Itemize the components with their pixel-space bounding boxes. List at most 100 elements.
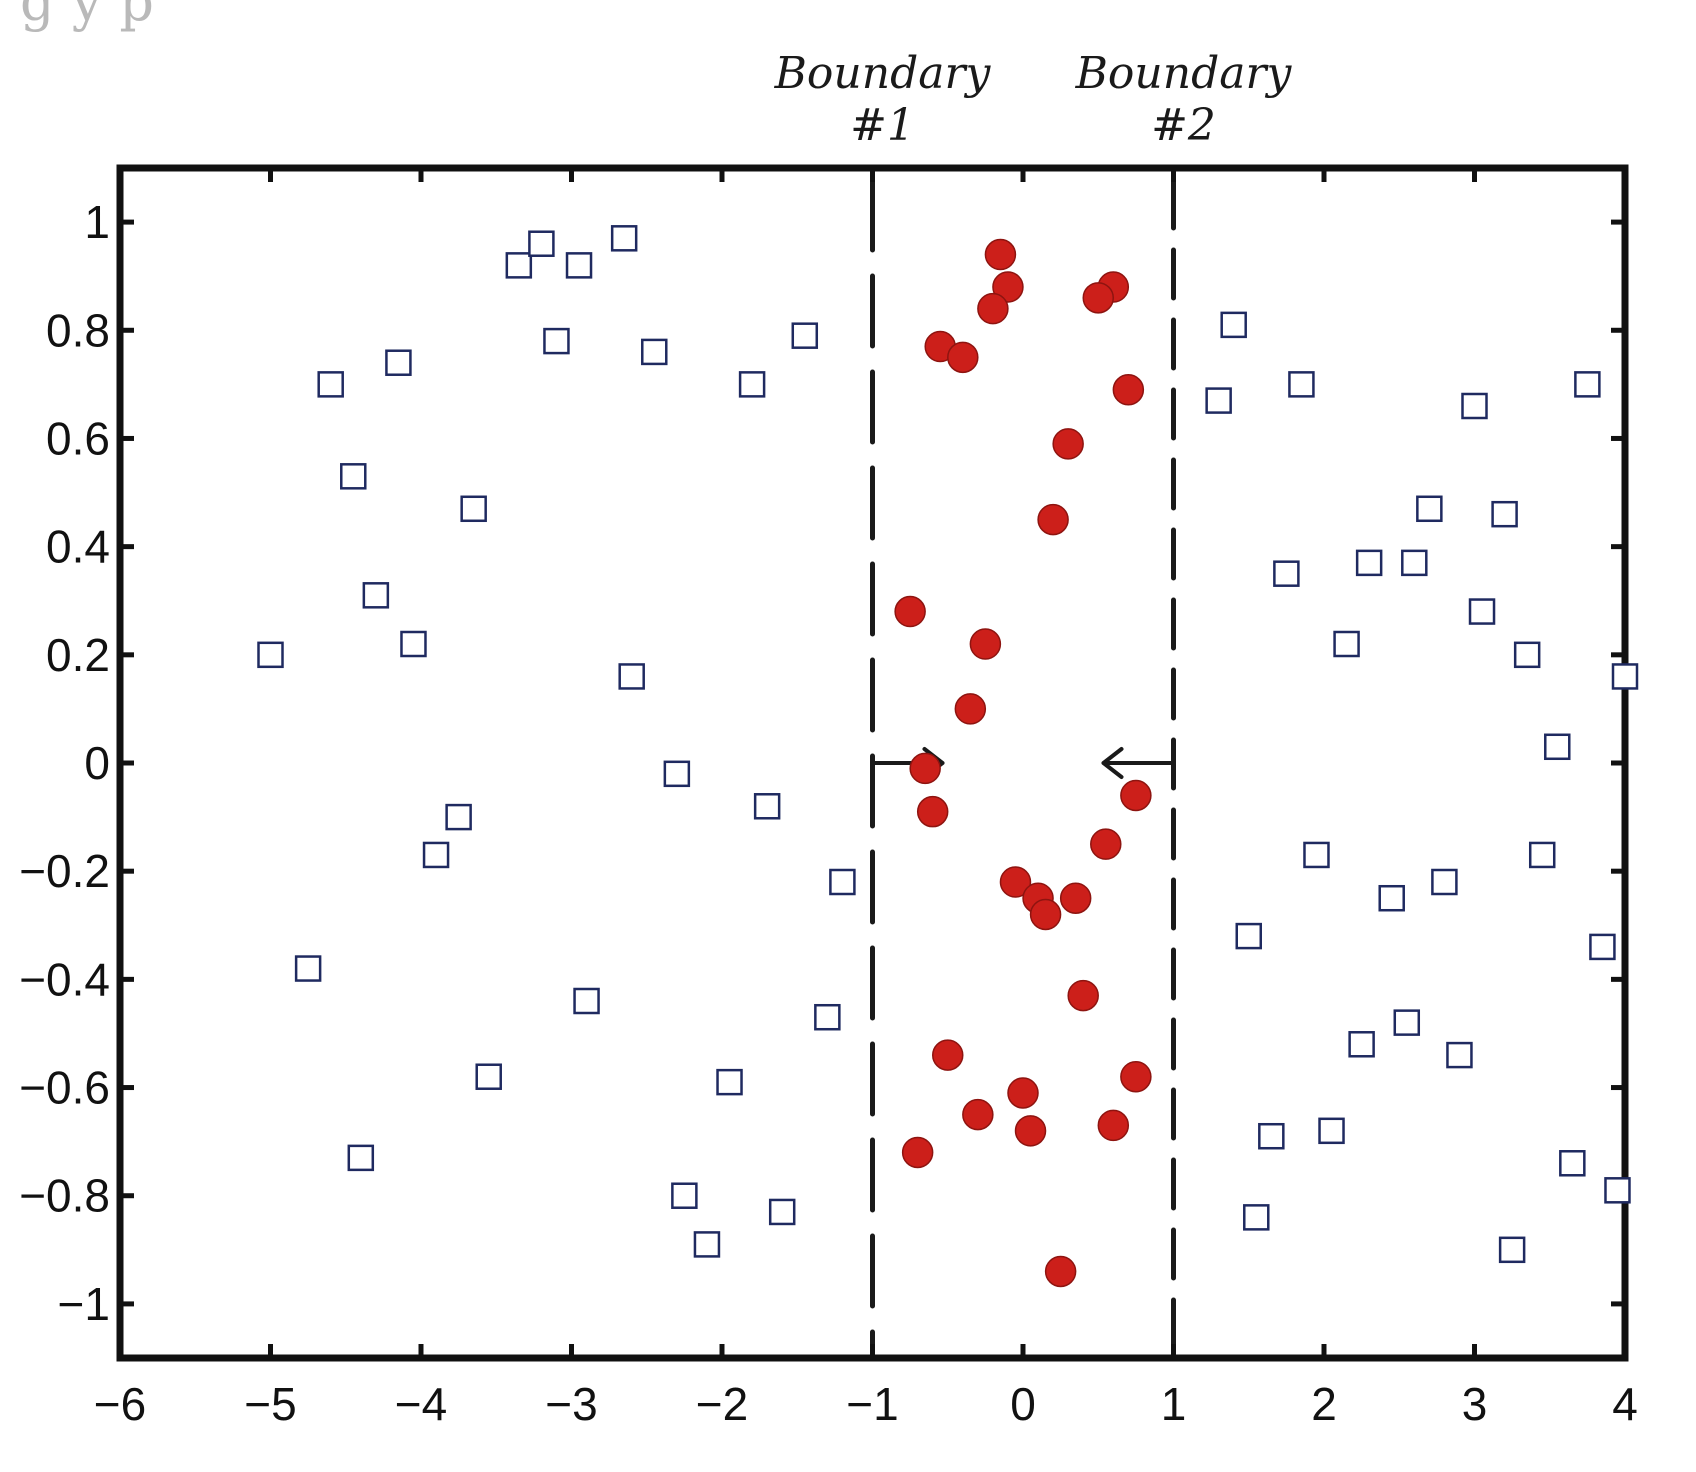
square-point (1544, 733, 1571, 761)
square-point (1220, 311, 1247, 339)
square-point (641, 338, 668, 366)
square-point (1513, 641, 1541, 669)
circle-point (1052, 428, 1084, 460)
square-point (1318, 1117, 1345, 1145)
x-tick-label: −5 (244, 1378, 296, 1430)
square-point (1205, 387, 1232, 414)
circle-point (1120, 1060, 1152, 1093)
x-tick-label: −2 (696, 1378, 748, 1430)
square-point (1243, 1204, 1270, 1231)
circle-point (947, 341, 979, 374)
x-tick-label: 2 (1311, 1378, 1337, 1430)
square-point (1574, 371, 1601, 398)
x-tick-label: 4 (1612, 1378, 1638, 1430)
circle-point (1059, 882, 1092, 914)
square-point (475, 1063, 502, 1090)
square-point (1611, 663, 1639, 690)
square-point (317, 371, 344, 398)
circle-point (1082, 282, 1114, 314)
square-point (1348, 1031, 1375, 1058)
circle-point (954, 693, 987, 725)
circle-point (1120, 779, 1152, 812)
square-point (791, 322, 819, 349)
x-tick-label: 1 (1161, 1378, 1187, 1430)
circle-point (962, 1098, 994, 1131)
y-tick-label: −0.2 (19, 845, 110, 897)
circle-point (1067, 979, 1099, 1012)
circle-point (894, 595, 926, 628)
y-tick-label: −1 (58, 1278, 110, 1330)
square-point (1401, 549, 1428, 577)
square-point (573, 987, 600, 1015)
square-point (1461, 392, 1488, 420)
square-point (565, 252, 593, 279)
square-point (362, 582, 390, 609)
square-point (814, 1003, 841, 1031)
square-point (340, 463, 367, 490)
x-tick-label: −3 (545, 1378, 597, 1430)
square-point (257, 641, 284, 669)
y-tick-label: 1 (84, 196, 110, 248)
square-point (693, 1231, 721, 1258)
square-point (753, 793, 781, 820)
square-point (347, 1144, 375, 1172)
y-tick-label: 0 (84, 737, 110, 789)
circle-point (1007, 1077, 1039, 1109)
boundary-label: Boundary (774, 48, 992, 99)
circle-point (1037, 503, 1069, 536)
square-point (460, 495, 487, 523)
circle-point (909, 752, 941, 785)
y-tick-label: −0.6 (19, 1062, 110, 1114)
square-point (768, 1198, 796, 1226)
page-top-fragment: g y p (20, 0, 154, 33)
square-point (1258, 1122, 1285, 1150)
circle-point (932, 1039, 964, 1071)
boundary-label-number: #2 (1151, 100, 1216, 151)
square-point (829, 868, 856, 896)
square-point (294, 955, 322, 982)
square-point (1393, 1009, 1421, 1036)
y-tick-label: 0.6 (46, 412, 110, 464)
y-tick-label: 0.8 (46, 304, 110, 356)
square-point (505, 252, 533, 279)
square-point (1491, 500, 1518, 528)
x-tick-label: 3 (1462, 1378, 1488, 1430)
y-tick-label: −0.8 (19, 1170, 110, 1222)
circle-point (969, 628, 1002, 660)
circle-point (992, 271, 1024, 303)
boundary-label: Boundary (1075, 48, 1293, 99)
square-point (618, 663, 645, 690)
circle-point (916, 795, 949, 828)
square-point (1416, 495, 1443, 523)
square-point (1589, 933, 1616, 961)
square-point (385, 349, 412, 376)
square-point (1468, 598, 1496, 625)
circle-point (1014, 1115, 1047, 1147)
square-point (1303, 841, 1330, 869)
circle-point (1090, 828, 1122, 860)
square-point (1333, 630, 1360, 658)
circle-point (977, 292, 1009, 325)
square-point (1288, 371, 1315, 398)
circle-point (984, 238, 1017, 271)
square-point (445, 803, 472, 831)
x-tick-label: −4 (395, 1378, 447, 1430)
square-point (1446, 1041, 1473, 1069)
square-point (1528, 841, 1556, 869)
square-point (422, 841, 450, 869)
square-point (528, 230, 555, 257)
x-tick-label: 0 (1010, 1378, 1036, 1430)
square-point (1604, 1177, 1631, 1204)
y-tick-label: 0.2 (46, 629, 110, 681)
square-point (663, 760, 691, 788)
circle-point (999, 866, 1032, 898)
x-tick-label: −1 (846, 1378, 898, 1430)
square-point (400, 630, 427, 658)
circle-point (1097, 1109, 1130, 1142)
square-point (1235, 922, 1262, 950)
square-point (1378, 884, 1405, 912)
x-tick-label: −6 (94, 1378, 146, 1430)
square-point (1431, 868, 1458, 896)
